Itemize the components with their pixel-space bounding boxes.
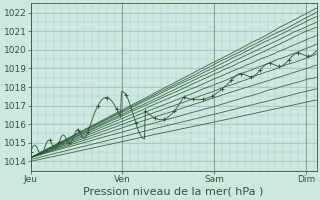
X-axis label: Pression niveau de la mer( hPa ): Pression niveau de la mer( hPa ) <box>84 187 264 197</box>
